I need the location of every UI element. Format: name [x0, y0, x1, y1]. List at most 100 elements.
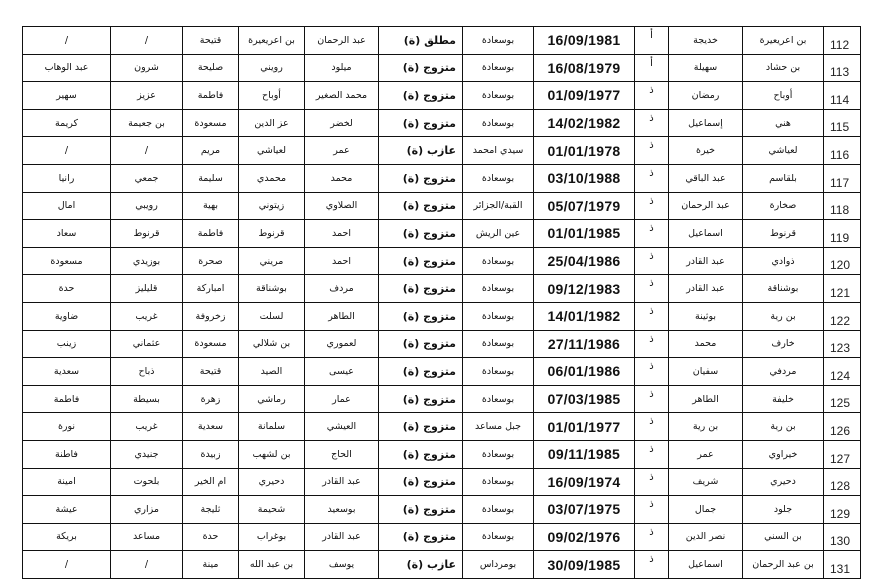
- last-name-cell: خليفة: [742, 384, 824, 414]
- last-name-cell: دحيري: [742, 467, 824, 497]
- birthdate-cell: 05/07/1979: [533, 191, 635, 221]
- birthplace-cell: عين الريش: [462, 219, 534, 248]
- row-number-cell: 112: [823, 26, 861, 55]
- birthplace-cell: جبل مساعد: [462, 412, 534, 441]
- marital-status-cell: متزوج (ة): [378, 274, 463, 303]
- last-name-cell: جلود: [742, 495, 824, 524]
- father-name-cell: عبد القادر: [304, 522, 379, 552]
- first-name-cell: عبد الباقي: [668, 163, 743, 193]
- mother-last-name-cell: مزاري: [110, 495, 183, 524]
- mother-last-name-cell: /: [110, 26, 183, 55]
- col4-name-cell: محمدي: [238, 163, 305, 193]
- col4-name-cell: لعياشي: [238, 136, 305, 165]
- last-name-cell: بن عبد الرحمان: [742, 550, 824, 579]
- mother-last-name-cell: قرنوط: [110, 219, 183, 248]
- gender-cell: ذ: [634, 550, 669, 579]
- first-name-cell: نصر الدين: [668, 522, 743, 552]
- first-name-cell: بن رية: [668, 412, 743, 441]
- mother-first-name-cell: امينة: [22, 467, 111, 497]
- col4-name-cell: بن لشهب: [238, 439, 305, 469]
- gender-cell: ذ: [634, 495, 669, 524]
- col4-name-cell: بوغراب: [238, 522, 305, 552]
- marital-status-cell: متزوج (ة): [378, 439, 463, 469]
- first-name-cell: عمر: [668, 439, 743, 469]
- first-name-cell: اسماعيل: [668, 219, 743, 248]
- birthplace-cell: بوسعادة: [462, 467, 534, 497]
- father-name-cell: احمد: [304, 246, 379, 276]
- mother-last-name-cell: /: [110, 136, 183, 165]
- mother-last-name-cell: جمعي: [110, 163, 183, 193]
- father-name-cell: محمد الصغير: [304, 81, 379, 110]
- gender-cell: ذ: [634, 301, 669, 331]
- father-name-cell: عيسى: [304, 357, 379, 386]
- last-name-cell: بن اعريعيرة: [742, 26, 824, 55]
- col3-name-cell: سليمة: [182, 163, 239, 193]
- col3-name-cell: صحرة: [182, 246, 239, 276]
- col4-name-cell: دحيري: [238, 467, 305, 497]
- last-name-cell: بلقاسم: [742, 163, 824, 193]
- birthplace-cell: بوسعادة: [462, 53, 534, 83]
- col4-name-cell: رويني: [238, 53, 305, 83]
- birthplace-cell: بوسعادة: [462, 26, 534, 55]
- birthdate-cell: 09/11/1985: [533, 439, 635, 469]
- row-number-cell: 130: [823, 522, 861, 552]
- row-number-cell: 124: [823, 357, 861, 386]
- birthplace-cell: بوسعادة: [462, 301, 534, 331]
- birthdate-cell: 01/01/1985: [533, 219, 635, 248]
- col4-name-cell: بن اعريعيرة: [238, 26, 305, 55]
- table-row: رانيا جمعي سليمة محمدي محمد متزوج (ة) بوسعادة 0…: [22, 163, 861, 193]
- table-row: فاطنة جنيدي زبيدة بن لشهب الحاج متزوج (ة) بوسع…: [22, 439, 861, 469]
- birthdate-cell: 01/01/1977: [533, 412, 635, 441]
- marital-status-cell: متزوج (ة): [378, 522, 463, 552]
- first-name-cell: إسماعيل: [668, 108, 743, 138]
- table-row: حدة قليليز امباركة بوشناقة مردف متزوج (ة) بوسع…: [22, 274, 861, 303]
- birthdate-cell: 27/11/1986: [533, 329, 635, 359]
- table-row: ضاوية غريب زخروفة لسلت الطاهر متزوج (ة) بوسعاد…: [22, 301, 861, 331]
- mother-first-name-cell: عيشة: [22, 495, 111, 524]
- col4-name-cell: زيتوني: [238, 191, 305, 221]
- father-name-cell: بوسعيد: [304, 495, 379, 524]
- mother-first-name-cell: بريكة: [22, 522, 111, 552]
- col3-name-cell: مريم: [182, 136, 239, 165]
- col3-name-cell: قتيحة: [182, 357, 239, 386]
- first-name-cell: اسماعيل: [668, 550, 743, 579]
- table-row: كريمة بن جعيمة مسعودة عز الدين لخضر متزوج (ة)…: [22, 108, 861, 138]
- col3-name-cell: امباركة: [182, 274, 239, 303]
- father-name-cell: العيشي: [304, 412, 379, 441]
- table-row: امينة بلحوت ام الخير دحيري عبد القادر متزوج (…: [22, 467, 861, 497]
- birthplace-cell: بوسعادة: [462, 384, 534, 414]
- table-row: عبد الوهاب شرون صليحة رويني ميلود متزوج (ة) بو…: [22, 53, 861, 83]
- row-number-cell: 121: [823, 274, 861, 303]
- row-number-cell: 131: [823, 550, 861, 579]
- marital-status-cell: متزوج (ة): [378, 467, 463, 497]
- row-number-cell: 127: [823, 439, 861, 469]
- last-name-cell: بن حشاد: [742, 53, 824, 83]
- last-name-cell: بن رية: [742, 412, 824, 441]
- row-number-cell: 129: [823, 495, 861, 524]
- table-row: فاطمة بسيطة زهرة رماشي عمار متزوج (ة) بوسعادة 0…: [22, 384, 861, 414]
- birthdate-cell: 06/01/1986: [533, 357, 635, 386]
- gender-cell: ذ: [634, 108, 669, 138]
- col3-name-cell: فاطمة: [182, 81, 239, 110]
- father-name-cell: لعموري: [304, 329, 379, 359]
- mother-last-name-cell: ذباح: [110, 357, 183, 386]
- gender-cell: ذ: [634, 191, 669, 221]
- gender-cell: ذ: [634, 81, 669, 110]
- table-row: / / قتيحة بن اعريعيرة عبد الرحمان مطلق (ة) بوس…: [22, 26, 861, 55]
- row-number-cell: 126: [823, 412, 861, 441]
- col4-name-cell: مريني: [238, 246, 305, 276]
- mother-first-name-cell: كريمة: [22, 108, 111, 138]
- row-number-cell: 119: [823, 219, 861, 248]
- table-row: سعاد قرنوط فاطمة قرنوط احمد متزوج (ة) عين الري…: [22, 219, 861, 248]
- mother-last-name-cell: بن جعيمة: [110, 108, 183, 138]
- birthdate-cell: 03/10/1988: [533, 163, 635, 193]
- col4-name-cell: الصيد: [238, 357, 305, 386]
- last-name-cell: أوباح: [742, 81, 824, 110]
- first-name-cell: بوثينة: [668, 301, 743, 331]
- mother-last-name-cell: رويبي: [110, 191, 183, 221]
- mother-last-name-cell: شرون: [110, 53, 183, 83]
- first-name-cell: محمد: [668, 329, 743, 359]
- col4-name-cell: أوباح: [238, 81, 305, 110]
- gender-cell: ذ: [634, 467, 669, 497]
- first-name-cell: خديجة: [668, 26, 743, 55]
